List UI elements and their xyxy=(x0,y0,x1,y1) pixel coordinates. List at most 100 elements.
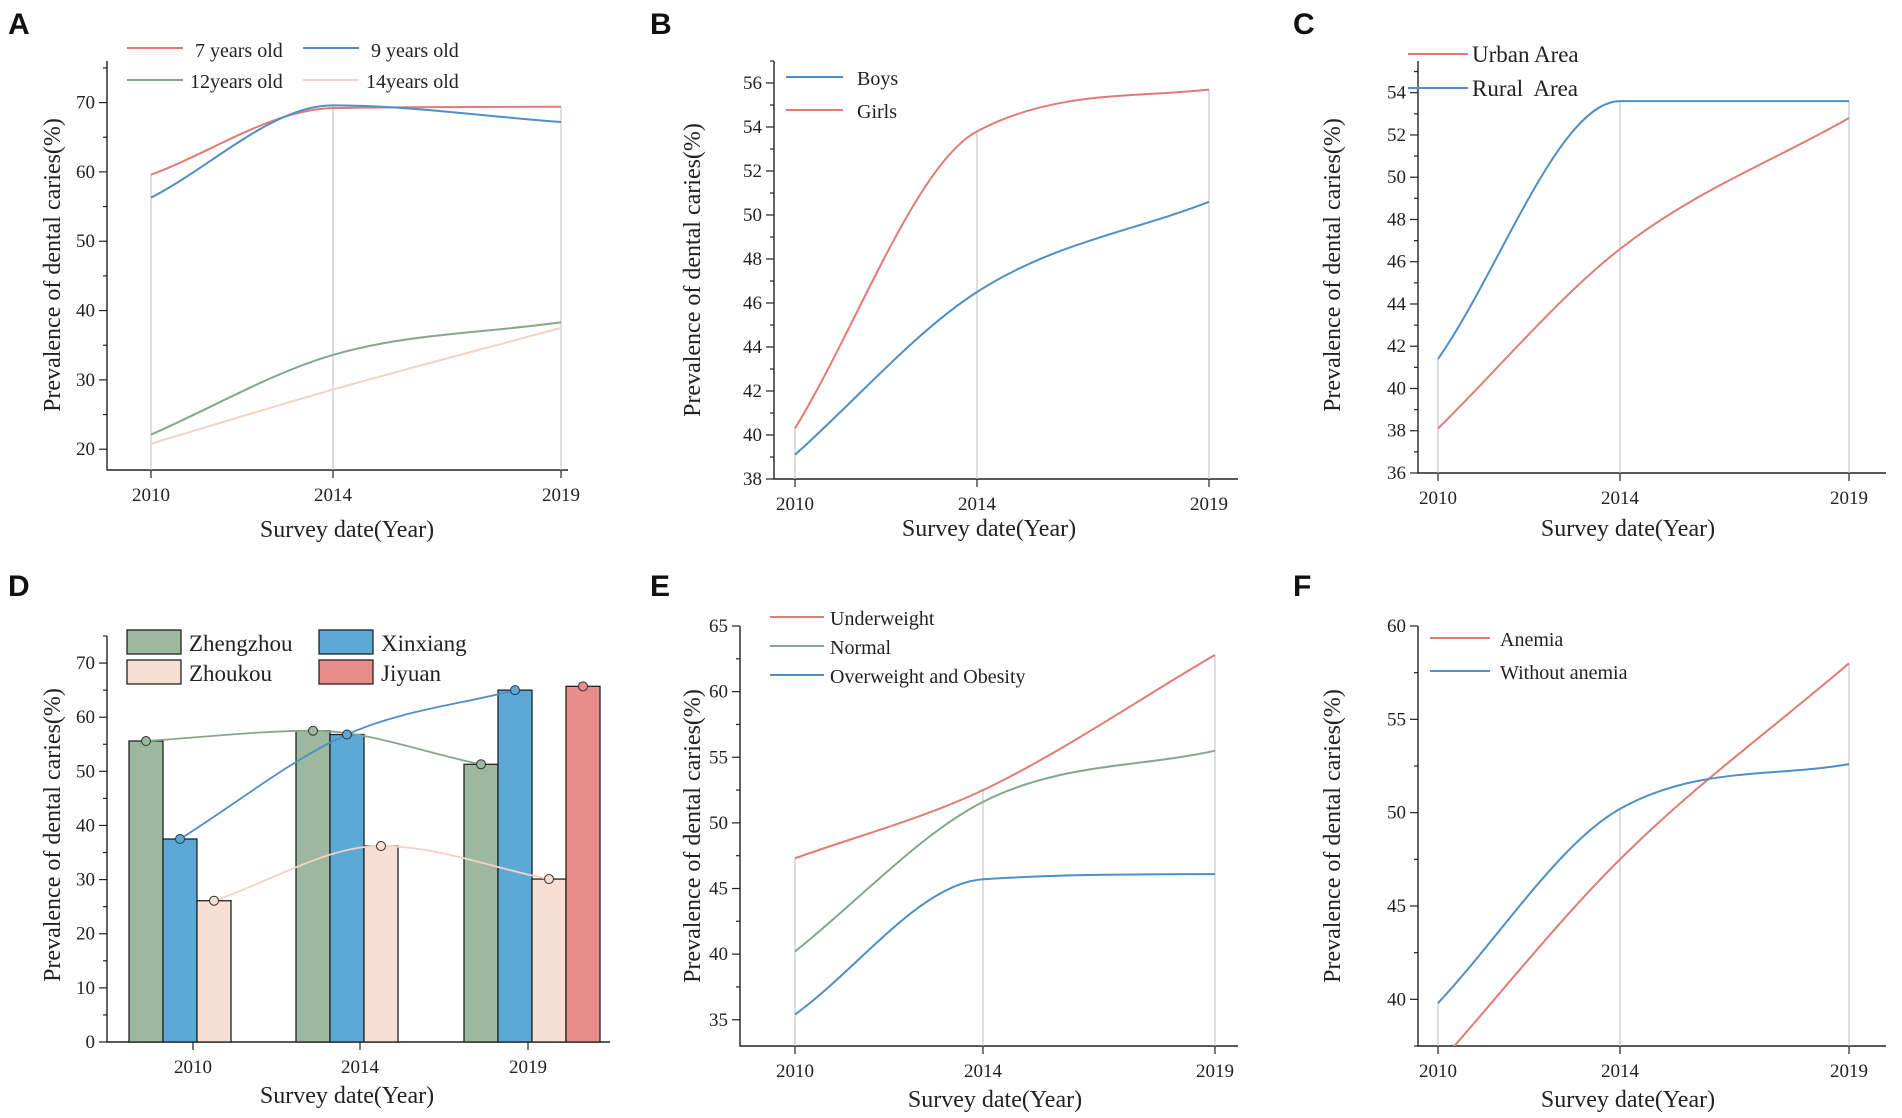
x-tick-label-2014: 2014 xyxy=(958,494,997,515)
legend-label-girls: Girls xyxy=(857,101,897,123)
y-tick-label-46: 46 xyxy=(743,293,762,314)
x-tick-label-2010: 2010 xyxy=(776,1061,814,1082)
y-tick-label-50: 50 xyxy=(76,761,95,782)
y-tick-label-38: 38 xyxy=(1387,421,1406,442)
y-tick-label-20: 20 xyxy=(76,439,95,460)
bar-zhengzhou-2019 xyxy=(463,763,499,1043)
y-tick-label-40: 40 xyxy=(76,301,95,322)
y-tick-label-46: 46 xyxy=(1387,252,1406,273)
x-tick-label-2014: 2014 xyxy=(964,1061,1003,1082)
x-tick-label-2019: 2019 xyxy=(542,485,580,506)
bar-zhengzhou-2014 xyxy=(295,730,331,1043)
legend-label-boys: Boys xyxy=(857,68,898,90)
y-tick-label-50: 50 xyxy=(743,205,762,226)
y-tick-label-50: 50 xyxy=(709,813,728,834)
y-tick-label-42: 42 xyxy=(743,381,762,402)
panel-d-bars xyxy=(128,685,601,1043)
panel-letter-e: E xyxy=(650,570,670,603)
panel-d-x-ticks: 2010 2014 2019 xyxy=(174,1042,547,1078)
panel-c: C 36 38 40 42 44 46 48 50 52 54 2010 2014 2019 Urba… xyxy=(1293,8,1886,542)
point-zhengzhou xyxy=(476,759,486,770)
panel-e-series xyxy=(794,654,1216,1016)
panel-f-series xyxy=(1437,662,1850,1046)
panel-f-guide-lines xyxy=(1437,663,1850,1046)
x-tick-label-2010: 2010 xyxy=(1419,488,1457,509)
panel-e-y-label: Prevalence of dental caries(%) xyxy=(680,689,706,983)
panel-c-x-ticks: 2010 2014 2019 xyxy=(1419,473,1868,509)
point-jiyuan xyxy=(578,681,588,692)
legend-swatch-zhoukou xyxy=(126,659,182,685)
y-tick-label-40: 40 xyxy=(1387,989,1406,1010)
y-tick-label-65: 65 xyxy=(709,616,728,637)
x-tick-label-2014: 2014 xyxy=(341,1057,380,1078)
series-line-overweight-and-obesity xyxy=(794,873,1216,1016)
y-tick-label-20: 20 xyxy=(76,924,95,945)
legend-label-underweight: Underweight xyxy=(830,608,935,630)
y-tick-label-70: 70 xyxy=(76,653,95,674)
panel-b-axes xyxy=(773,61,1238,480)
x-tick-label-2014: 2014 xyxy=(314,485,353,506)
y-tick-label-44: 44 xyxy=(1387,294,1407,315)
panel-d-y-label: Prevalence of dental caries(%) xyxy=(40,688,66,982)
panel-b-y-ticks: 38 40 42 44 46 48 50 52 54 56 xyxy=(743,60,774,490)
y-tick-label-45: 45 xyxy=(709,879,728,900)
y-tick-label-52: 52 xyxy=(1387,125,1406,146)
y-tick-label-45: 45 xyxy=(1387,896,1406,917)
panel-e-axes xyxy=(739,626,1238,1047)
y-tick-label-70: 70 xyxy=(76,93,95,114)
y-tick-label-54: 54 xyxy=(743,117,763,138)
panel-e: E 35 40 45 50 55 60 65 2010 2014 2019 Underweigh… xyxy=(650,570,1238,1113)
y-tick-label-36: 36 xyxy=(1387,463,1406,484)
panel-a-series xyxy=(150,104,562,445)
bar-xinxiang-2010 xyxy=(162,838,198,1043)
bar-xinxiang-2019 xyxy=(497,689,533,1043)
panel-b-series xyxy=(794,88,1210,456)
series-line-urban-area xyxy=(1437,117,1850,430)
x-tick-label-2019: 2019 xyxy=(509,1057,547,1078)
y-tick-label-54: 54 xyxy=(1387,83,1407,104)
series-line-9-years-old xyxy=(150,104,562,199)
panel-a-y-ticks: 20 30 40 50 60 70 xyxy=(76,67,107,460)
point-xinxiang xyxy=(175,834,185,844)
panel-b: B 38 40 42 44 46 48 50 52 54 56 2010 2014 2019 Boys… xyxy=(650,8,1238,542)
panel-d-legend: Zhengzhou Xinxiang Zhoukou Jiyuan xyxy=(126,629,467,686)
panel-c-series xyxy=(1437,100,1850,430)
x-tick-label-2010: 2010 xyxy=(776,494,814,515)
panel-d: D 0 10 20 30 40 50 60 70 2010 2014 2019 Zhengzhou… xyxy=(8,570,610,1109)
panel-d-trend-lines xyxy=(141,681,588,906)
series-line-normal xyxy=(794,749,1216,953)
point-zhoukou xyxy=(376,841,386,852)
panel-f-x-ticks: 2010 2014 2019 xyxy=(1419,1046,1868,1082)
legend-label-12years-old: 12years old xyxy=(190,71,283,93)
panel-d-y-ticks: 0 10 20 30 40 50 60 70 xyxy=(76,635,107,1053)
series-line-boys xyxy=(794,200,1210,456)
x-tick-label-2019: 2019 xyxy=(1190,494,1228,515)
panel-f: F 40 45 50 55 60 2010 2014 2019 Anemia Without… xyxy=(1293,570,1886,1113)
panel-c-y-ticks: 36 38 40 42 44 46 48 50 52 54 xyxy=(1387,70,1418,484)
panel-f-y-label: Prevalence of dental caries(%) xyxy=(1320,689,1346,983)
legend-label-jiyuan: Jiyuan xyxy=(381,661,442,686)
panel-letter-b: B xyxy=(650,8,672,41)
series-line-7-years-old xyxy=(150,105,562,176)
y-tick-label-60: 60 xyxy=(1387,616,1406,637)
panel-b-x-label: Survey date(Year) xyxy=(902,516,1076,542)
panel-b-guide-lines xyxy=(794,89,1210,479)
panel-e-guide-lines xyxy=(794,654,1216,1046)
x-tick-label-2019: 2019 xyxy=(1830,488,1868,509)
y-tick-label-55: 55 xyxy=(1387,709,1406,730)
panel-f-legend: Anemia Without anemia xyxy=(1430,629,1628,684)
legend-swatch-xinxiang xyxy=(318,629,374,655)
panel-f-x-label: Survey date(Year) xyxy=(1541,1087,1715,1113)
bar-zhoukou-2014 xyxy=(363,845,399,1043)
bar-zhengzhou-2010 xyxy=(128,740,164,1043)
legend-label-urban-area: Urban Area xyxy=(1472,42,1579,67)
panel-a-guide-lines xyxy=(150,105,562,470)
x-tick-label-2010: 2010 xyxy=(1419,1061,1457,1082)
panel-e-legend: Underweight Normal Overweight and Obesit… xyxy=(770,608,1026,688)
x-tick-label-2010: 2010 xyxy=(174,1057,212,1078)
y-tick-label-38: 38 xyxy=(743,469,762,490)
x-tick-label-2014: 2014 xyxy=(1601,488,1640,509)
y-tick-label-50: 50 xyxy=(1387,803,1406,824)
panel-c-axes xyxy=(1417,61,1886,474)
